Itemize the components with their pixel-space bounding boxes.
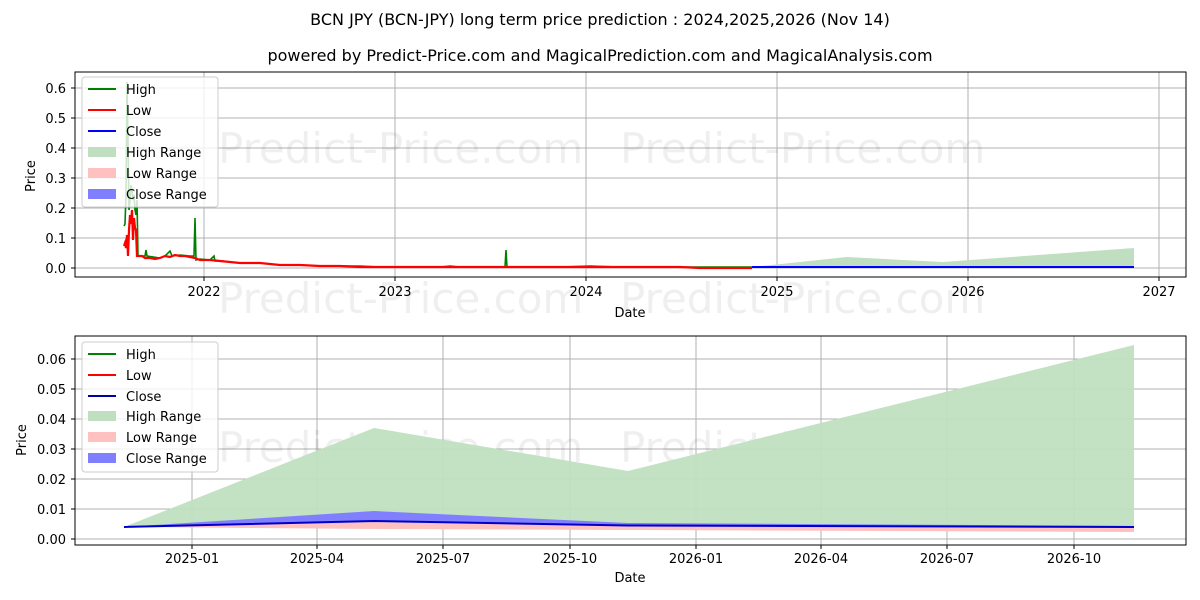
top-x-axis-label: Date xyxy=(614,306,645,321)
top-legend: High Low Close High Range Low Range Clos… xyxy=(81,76,219,208)
legend-low-label: Low xyxy=(126,104,152,119)
watermark: Predict-Price.com xyxy=(218,274,583,323)
watermark: Predict-Price.com xyxy=(620,124,985,173)
x-tick-label: 2023 xyxy=(378,285,411,300)
legend-high-range-swatch xyxy=(88,411,116,421)
bottom-chart: Predict-Price.com Predict-Price.com 0.00… xyxy=(15,335,1187,586)
y-tick-label: 0.06 xyxy=(37,353,66,368)
x-tick-label: 2025-04 xyxy=(290,552,344,567)
bottom-y-axis: 0.00 0.01 0.02 0.03 0.04 0.05 0.06 xyxy=(37,353,66,548)
bottom-close-range-area xyxy=(124,511,1134,527)
top-chart: Predict-Price.com Predict-Price.com Pred… xyxy=(24,71,1187,323)
bottom-x-axis: 2025-01 2025-04 2025-07 2025-10 2026-01 … xyxy=(165,552,1101,567)
legend-close-range-swatch xyxy=(88,453,116,463)
y-tick-label: 0.04 xyxy=(37,413,66,428)
legend-close-range-swatch xyxy=(88,189,116,199)
x-tick-label: 2026 xyxy=(951,285,984,300)
legend-high-label: High xyxy=(126,348,156,363)
y-tick-label: 0.6 xyxy=(45,82,66,97)
legend-low-range-swatch xyxy=(88,168,116,178)
x-tick-label: 2026-01 xyxy=(669,552,723,567)
x-tick-label: 2025-07 xyxy=(416,552,470,567)
x-tick-label: 2026-07 xyxy=(920,552,974,567)
y-tick-label: 0.05 xyxy=(37,383,66,398)
y-tick-label: 0.4 xyxy=(45,142,66,157)
top-y-axis-label: Price xyxy=(24,160,39,192)
bottom-close-line xyxy=(123,519,1135,528)
legend-high-range-label: High Range xyxy=(126,146,201,161)
x-tick-label: 2027 xyxy=(1142,285,1175,300)
watermark: Predict-Price.com xyxy=(620,274,985,323)
legend-close-range-label: Close Range xyxy=(126,188,207,203)
chart-subtitle: powered by Predict-Price.com and Magical… xyxy=(267,46,933,65)
y-tick-label: 0.1 xyxy=(45,232,66,247)
x-tick-label: 2026-04 xyxy=(794,552,848,567)
bottom-legend: High Low Close High Range Low Range Clos… xyxy=(81,341,219,473)
y-tick-label: 0.5 xyxy=(45,112,66,127)
legend-close-label: Close xyxy=(126,125,161,140)
top-x-axis: 2022 2023 2024 2025 2026 2027 xyxy=(187,285,1175,300)
y-tick-label: 0.00 xyxy=(37,533,66,548)
top-low-line xyxy=(122,209,752,270)
top-grid xyxy=(75,72,1186,277)
x-tick-label: 2024 xyxy=(569,285,602,300)
y-tick-label: 0.0 xyxy=(45,262,66,277)
legend-close-range-label: Close Range xyxy=(126,452,207,467)
x-tick-label: 2022 xyxy=(187,285,220,300)
y-tick-label: 0.02 xyxy=(37,473,66,488)
top-y-axis: 0.0 0.1 0.2 0.3 0.4 0.5 0.6 xyxy=(45,82,66,277)
y-tick-label: 0.01 xyxy=(37,503,66,518)
y-tick-label: 0.3 xyxy=(45,172,66,187)
chart-title: BCN JPY (BCN-JPY) long term price predic… xyxy=(310,10,890,29)
bottom-x-axis-label: Date xyxy=(614,571,645,586)
legend-low-range-label: Low Range xyxy=(126,167,197,182)
top-high-range-area xyxy=(752,248,1134,268)
x-tick-label: 2025 xyxy=(760,285,793,300)
bottom-axes-frame xyxy=(74,335,1187,546)
legend-close-label: Close xyxy=(126,390,161,405)
top-axes-frame xyxy=(74,71,1187,278)
watermark: Predict-Price.com xyxy=(218,124,583,173)
bottom-high-range-area xyxy=(124,345,1134,531)
bottom-low-range-area xyxy=(124,522,1134,532)
x-tick-label: 2025-10 xyxy=(543,552,597,567)
legend-low-range-label: Low Range xyxy=(126,431,197,446)
y-tick-label: 0.03 xyxy=(37,443,66,458)
legend-high-range-swatch xyxy=(88,147,116,157)
legend-low-label: Low xyxy=(126,369,152,384)
bottom-y-axis-label: Price xyxy=(15,424,30,456)
x-tick-label: 2025-01 xyxy=(165,552,219,567)
legend-low-range-swatch xyxy=(88,432,116,442)
legend-high-label: High xyxy=(126,83,156,98)
y-tick-label: 0.2 xyxy=(45,202,66,217)
legend-high-range-label: High Range xyxy=(126,410,201,425)
x-tick-label: 2026-10 xyxy=(1047,552,1101,567)
